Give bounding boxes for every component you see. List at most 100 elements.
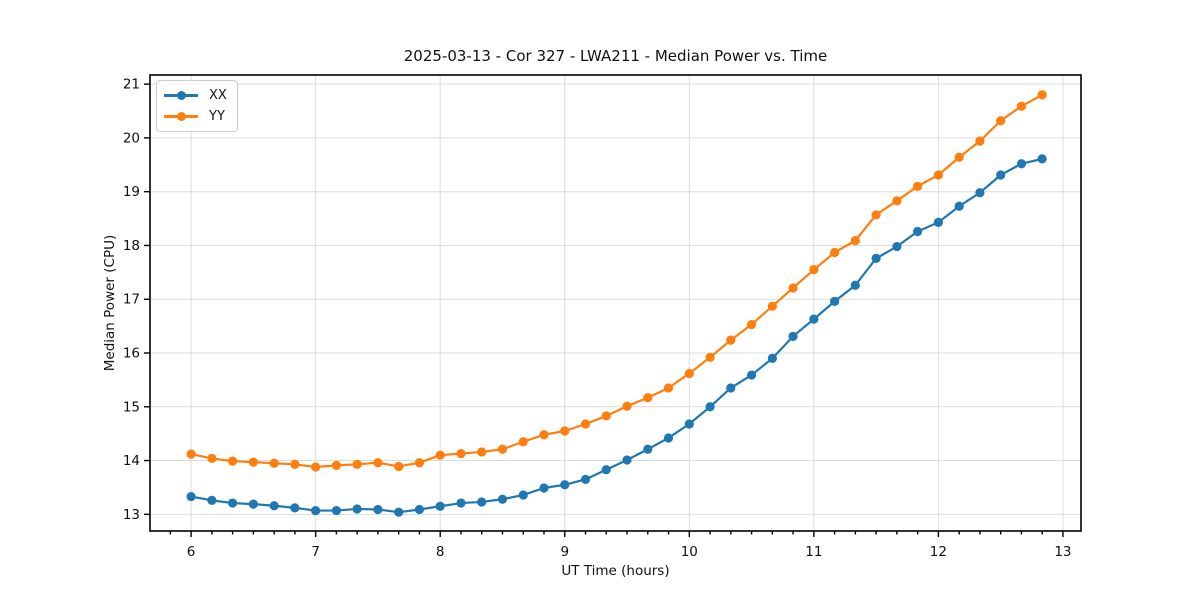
svg-text:17: 17 xyxy=(123,292,140,308)
legend-item-xx: XX xyxy=(164,85,227,106)
data-point-xx xyxy=(1037,154,1047,164)
data-point-yy xyxy=(394,461,404,472)
data-point-xx xyxy=(331,505,342,516)
data-point-yy xyxy=(933,170,943,180)
data-point-xx xyxy=(975,188,985,198)
series-xx xyxy=(186,154,1047,517)
data-point-xx xyxy=(477,497,487,507)
data-point-yy xyxy=(954,152,964,162)
data-point-xx xyxy=(227,498,238,508)
data-point-xx xyxy=(560,480,570,490)
svg-text:12: 12 xyxy=(930,544,947,560)
legend-item-yy: YY xyxy=(164,106,227,127)
data-point-xx xyxy=(518,490,528,500)
data-point-yy xyxy=(622,401,632,411)
data-point-yy xyxy=(477,447,487,457)
gridlines xyxy=(150,75,1081,531)
data-point-yy xyxy=(497,444,508,454)
legend-marker-yy-icon xyxy=(164,110,198,124)
data-point-xx xyxy=(497,494,508,504)
data-point-xx xyxy=(622,455,632,465)
data-point-xx xyxy=(871,253,881,263)
data-point-xx xyxy=(414,504,424,515)
data-point-yy xyxy=(1037,90,1047,100)
svg-text:19: 19 xyxy=(123,184,140,200)
y-axis-label: Median Power (CPU) xyxy=(102,234,118,372)
data-point-yy xyxy=(996,116,1006,126)
data-point-yy xyxy=(746,319,757,330)
data-point-yy xyxy=(580,419,591,429)
data-point-yy xyxy=(373,458,383,468)
data-point-yy xyxy=(788,283,798,293)
data-point-xx xyxy=(705,402,715,412)
data-point-xx xyxy=(580,474,591,484)
data-point-yy xyxy=(186,449,196,459)
data-point-yy xyxy=(518,437,528,447)
data-point-yy xyxy=(227,456,238,466)
data-point-xx xyxy=(248,499,258,509)
data-point-xx xyxy=(767,353,777,363)
series-yy xyxy=(186,90,1047,472)
data-point-yy xyxy=(830,247,840,258)
data-point-yy xyxy=(269,458,279,468)
y-tick-labels: 13 14 15 16 17 18 19 20 21 xyxy=(123,77,140,523)
x-axis-label: UT Time (hours) xyxy=(561,563,670,579)
data-point-yy xyxy=(705,352,715,362)
svg-text:21: 21 xyxy=(123,77,140,93)
svg-text:9: 9 xyxy=(560,544,569,560)
svg-text:18: 18 xyxy=(123,238,140,254)
legend-label-xx: XX xyxy=(209,88,227,103)
data-point-yy xyxy=(1016,101,1027,111)
data-point-xx xyxy=(746,370,757,380)
data-point-xx xyxy=(435,501,445,511)
svg-text:13: 13 xyxy=(123,507,140,523)
svg-text:7: 7 xyxy=(311,544,320,560)
data-point-yy xyxy=(809,265,819,275)
svg-text:6: 6 xyxy=(187,544,196,560)
data-point-yy xyxy=(684,368,694,379)
data-point-yy xyxy=(912,181,923,191)
data-point-xx xyxy=(207,495,217,505)
axis-ticks xyxy=(144,83,1064,537)
data-point-xx xyxy=(809,314,819,324)
data-point-xx xyxy=(311,505,321,516)
data-point-yy xyxy=(663,383,674,393)
plot-frame xyxy=(149,74,1082,532)
data-point-yy xyxy=(456,448,466,459)
data-point-xx xyxy=(394,507,404,517)
data-point-xx xyxy=(269,501,279,511)
svg-text:15: 15 xyxy=(123,399,140,415)
data-point-xx xyxy=(539,483,549,493)
data-point-xx xyxy=(643,444,653,454)
legend: XX YY xyxy=(156,80,238,132)
legend-marker-xx-icon xyxy=(164,89,198,103)
data-point-xx xyxy=(726,383,736,393)
data-point-yy xyxy=(414,458,424,468)
chart-title: 2025-03-13 - Cor 327 - LWA211 - Median P… xyxy=(403,47,828,65)
data-point-yy xyxy=(207,453,217,464)
data-point-yy xyxy=(311,462,321,472)
svg-text:14: 14 xyxy=(123,453,140,469)
legend-label-yy: YY xyxy=(209,109,225,124)
data-point-xx xyxy=(352,504,362,514)
data-point-xx xyxy=(933,217,943,227)
svg-text:10: 10 xyxy=(681,544,698,560)
data-point-yy xyxy=(871,210,881,220)
data-point-yy xyxy=(435,450,445,460)
data-point-xx xyxy=(663,433,674,443)
data-point-yy xyxy=(560,426,570,436)
data-point-yy xyxy=(643,393,653,403)
svg-text:11: 11 xyxy=(805,544,822,560)
data-point-yy xyxy=(726,335,736,345)
data-point-xx xyxy=(1016,159,1027,169)
data-point-xx xyxy=(290,503,300,513)
data-point-xx xyxy=(892,241,902,252)
data-point-xx xyxy=(601,465,611,475)
x-tick-labels: 6 7 8 9 10 11 12 13 xyxy=(187,544,1072,560)
data-point-yy xyxy=(331,460,342,470)
data-point-yy xyxy=(290,459,300,469)
data-point-xx xyxy=(456,498,466,508)
data-point-yy xyxy=(352,459,362,469)
